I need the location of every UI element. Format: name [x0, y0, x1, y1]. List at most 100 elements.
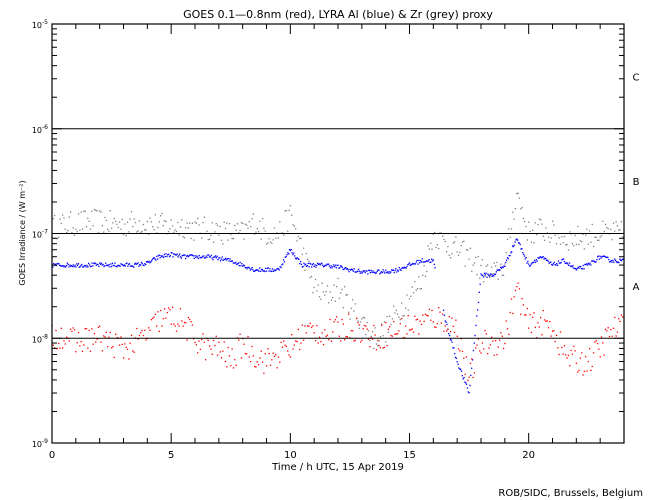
data-point	[555, 334, 558, 336]
data-point	[149, 329, 151, 331]
data-point	[189, 222, 191, 224]
data-point	[317, 284, 319, 286]
data-point	[459, 368, 462, 371]
data-point	[317, 263, 320, 265]
data-point	[581, 352, 583, 354]
data-point	[165, 317, 167, 319]
data-point	[352, 270, 355, 272]
data-point	[140, 261, 143, 264]
data-point	[309, 276, 311, 279]
data-point	[181, 219, 183, 221]
data-point	[344, 339, 346, 341]
data-point	[344, 267, 346, 269]
data-point	[306, 258, 309, 261]
data-point	[507, 258, 509, 260]
flare-class-label: A	[633, 282, 640, 293]
data-point	[101, 350, 104, 352]
data-point	[324, 329, 326, 331]
data-point	[619, 258, 621, 260]
data-point	[197, 257, 200, 260]
data-point	[162, 317, 164, 320]
data-point	[504, 263, 506, 265]
data-point	[169, 228, 171, 230]
data-point	[142, 223, 145, 226]
data-point	[464, 373, 466, 376]
data-point	[517, 192, 519, 194]
data-point	[269, 241, 272, 243]
data-point	[318, 336, 321, 338]
data-point	[58, 262, 60, 265]
data-point	[400, 317, 403, 320]
data-point	[222, 243, 224, 245]
data-point	[379, 272, 382, 274]
data-point	[140, 231, 142, 234]
data-point	[73, 329, 76, 331]
data-point	[136, 263, 138, 265]
data-point	[391, 269, 394, 271]
data-point	[339, 266, 341, 269]
data-point	[309, 262, 311, 265]
data-point	[575, 243, 578, 246]
data-point	[171, 252, 173, 254]
data-point	[475, 256, 477, 259]
data-point	[126, 262, 128, 264]
data-point	[336, 285, 338, 288]
data-point	[514, 241, 516, 243]
data-point	[430, 319, 432, 321]
data-point	[273, 269, 275, 271]
data-point	[245, 266, 247, 269]
data-point	[239, 333, 241, 335]
data-point	[483, 281, 485, 283]
data-point	[285, 209, 288, 212]
data-point	[329, 318, 331, 321]
data-point	[570, 265, 572, 267]
data-point	[276, 268, 278, 270]
data-point	[403, 266, 406, 268]
data-point	[379, 336, 382, 338]
y-axis-label: GOES Irradiance / (W m⁻²)	[18, 180, 27, 285]
data-point	[385, 271, 388, 274]
data-point	[370, 335, 372, 338]
data-point	[472, 264, 474, 266]
data-point	[256, 361, 258, 363]
data-point	[307, 262, 309, 265]
data-point	[332, 296, 334, 299]
data-point	[251, 345, 253, 348]
data-point	[246, 268, 248, 270]
data-point	[467, 391, 469, 393]
data-point	[520, 248, 522, 250]
data-point	[492, 340, 494, 342]
data-point	[483, 272, 486, 275]
data-point	[337, 321, 339, 323]
data-point	[240, 357, 243, 359]
data-point	[58, 236, 60, 239]
data-point	[295, 340, 297, 342]
data-point	[91, 262, 93, 264]
data-point	[88, 220, 90, 222]
data-point	[373, 271, 375, 274]
data-point	[92, 343, 94, 345]
data-point	[518, 197, 521, 199]
data-point	[227, 257, 229, 260]
data-point	[399, 323, 401, 325]
data-point	[431, 309, 433, 312]
data-point	[186, 222, 188, 224]
data-point	[228, 355, 231, 357]
data-point	[553, 330, 555, 332]
data-point	[448, 254, 450, 256]
data-point	[411, 263, 413, 265]
data-point	[310, 263, 312, 265]
data-point	[325, 291, 327, 293]
data-point	[197, 352, 199, 354]
data-point	[232, 367, 235, 369]
data-point	[568, 262, 571, 264]
data-point	[340, 340, 342, 342]
data-point	[117, 264, 120, 266]
data-point	[63, 340, 65, 342]
data-point	[396, 271, 398, 273]
data-point	[265, 270, 268, 272]
data-point	[242, 222, 244, 225]
data-point	[132, 350, 134, 352]
data-point	[110, 265, 113, 268]
data-point	[142, 334, 145, 337]
